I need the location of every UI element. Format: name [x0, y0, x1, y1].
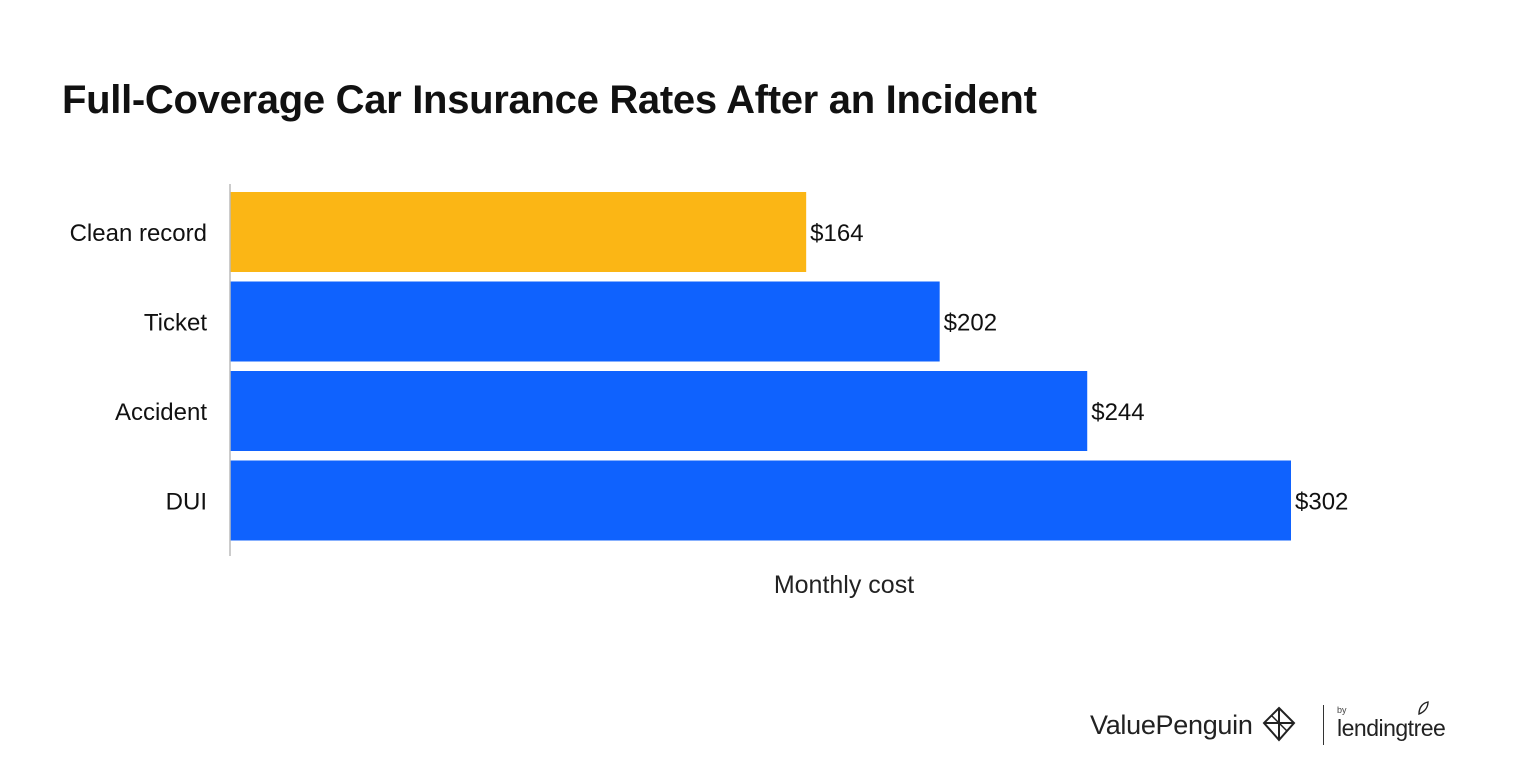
- x-axis-label: Monthly cost: [774, 571, 914, 599]
- bar-ticket: [230, 281, 940, 362]
- bar-accident: [230, 371, 1088, 451]
- bars-layer: [230, 192, 1291, 541]
- labels-layer: Clean record $164 Ticket $202 Accident $244 DU…: [70, 220, 1349, 516]
- brand-separator: [1323, 700, 1324, 750]
- lendingtree-brand: by lendingtree: [1337, 700, 1446, 750]
- data-label-ticket: $202: [944, 310, 997, 337]
- chart-title: Full-Coverage Car Insurance Rates After …: [62, 78, 1037, 122]
- data-label-dui: $302: [1295, 489, 1348, 516]
- valuepenguin-wordmark: ValuePenguin: [1090, 709, 1253, 740]
- category-label-clean-record: Clean record: [70, 220, 207, 247]
- valuepenguin-brand: ValuePenguin: [1090, 700, 1299, 750]
- bar-clean-record: [230, 192, 807, 272]
- brand-divider: [1323, 705, 1324, 745]
- data-label-clean-record: $164: [810, 220, 863, 247]
- lendingtree-wordmark: lendingtree: [1337, 714, 1446, 741]
- lendingtree-by-text: by: [1337, 704, 1347, 715]
- bar-chart: Clean record $164 Ticket $202 Accident $244 DU…: [70, 184, 1349, 599]
- category-label-dui: DUI: [166, 489, 207, 516]
- category-label-ticket: Ticket: [144, 310, 207, 337]
- category-label-accident: Accident: [115, 399, 207, 426]
- bar-dui: [230, 460, 1291, 541]
- penguin-logo-icon: [1262, 706, 1295, 742]
- leaf-icon: [1418, 700, 1429, 715]
- data-label-accident: $244: [1091, 399, 1144, 426]
